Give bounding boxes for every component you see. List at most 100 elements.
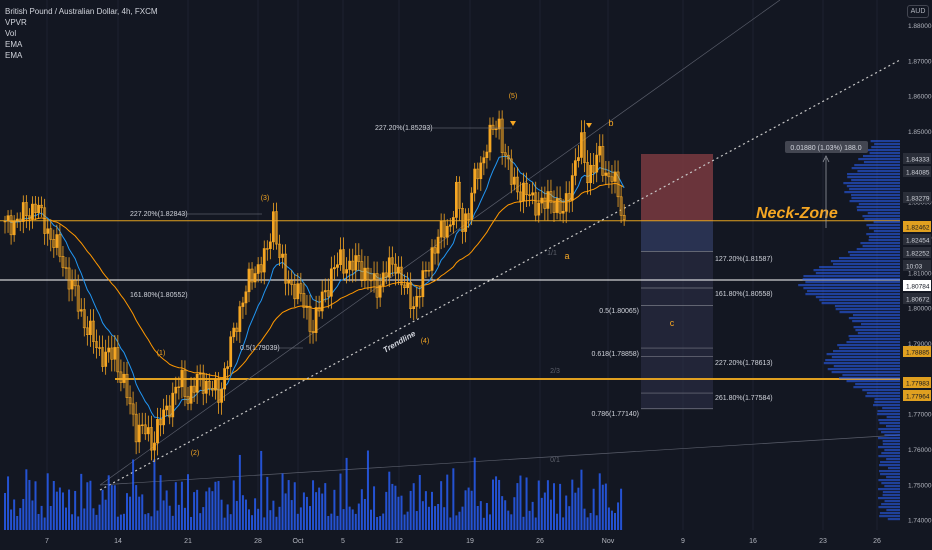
volume-bar [424, 491, 427, 530]
currency-button[interactable]: AUD [907, 5, 929, 18]
volume-profile-bar [846, 380, 900, 383]
indicator-vol[interactable]: Vol [5, 29, 17, 38]
candle-body [461, 208, 464, 232]
measure-box [785, 141, 868, 153]
price-label-badge [903, 390, 931, 401]
candle-body [271, 211, 275, 243]
candle-body [15, 218, 19, 222]
volume-bar [296, 513, 299, 530]
candle-body [79, 309, 83, 312]
volume-bar [257, 508, 260, 530]
indicator-vpvr[interactable]: VPVR [5, 18, 27, 27]
volume-bar [312, 480, 315, 530]
candle-body [143, 424, 147, 435]
volume-bar [482, 517, 485, 530]
candle-body [387, 257, 391, 278]
volume-profile-bar [830, 260, 900, 263]
candle-body [113, 347, 117, 360]
candle-body [616, 171, 620, 198]
volume-profile-bar [865, 149, 900, 152]
candle-body [217, 378, 220, 403]
volume-profile-bar [879, 512, 900, 515]
volume-profile-bar [860, 242, 900, 245]
volume-bar [138, 496, 141, 530]
volume-profile-bar [866, 392, 900, 395]
volume-bar [534, 517, 537, 530]
symbol-title[interactable]: British Pound / Australian Dollar, 4h, F… [5, 7, 158, 16]
volume-profile-bar [833, 263, 900, 266]
volume-bar [473, 457, 476, 530]
candle-body [256, 264, 260, 274]
volume-profile-bar [863, 155, 900, 158]
volume-bar [180, 481, 183, 530]
price-label-badge [903, 234, 931, 245]
indicator-ema-1[interactable]: EMA [5, 40, 23, 49]
volume-profile-bar [878, 437, 900, 440]
volume-bar [446, 474, 449, 530]
volume-bar [196, 489, 199, 530]
x-tick-label-9: Nov [602, 538, 615, 545]
candle-body [497, 118, 501, 130]
candle-body [211, 388, 214, 391]
candle-body [403, 284, 406, 289]
volume-bar [147, 513, 150, 530]
volume-bar [101, 489, 104, 530]
volume-profile-bar [879, 464, 900, 467]
volume-profile-bar [874, 143, 900, 146]
x-tick-label-11: 16 [749, 538, 757, 545]
volume-bar [363, 498, 366, 530]
volume-bar [211, 491, 214, 530]
candle-body [558, 198, 562, 214]
indicator-ema-2[interactable]: EMA [5, 51, 23, 60]
candle-body [418, 295, 422, 298]
volume-profile-bar [865, 395, 900, 398]
price-label-badge [903, 260, 931, 271]
volume-bar [199, 513, 202, 530]
candle-body [262, 248, 266, 273]
volume-bar [217, 480, 220, 530]
volume-bar [427, 506, 430, 530]
volume-bar [305, 496, 308, 530]
volume-bar [34, 481, 37, 530]
volume-profile-bar [884, 434, 900, 437]
candle-body [479, 162, 483, 180]
candle-body [278, 243, 281, 258]
volume-bar [65, 507, 67, 530]
volume-bar [19, 508, 22, 530]
candle-body [268, 241, 272, 249]
candle-body [37, 204, 40, 213]
volume-bar [122, 513, 125, 530]
ema-fast-line [4, 155, 625, 420]
volume-bar [177, 504, 180, 530]
volume-bar [598, 473, 601, 530]
volume-profile-bar [848, 251, 900, 254]
volume-profile-bar [848, 317, 900, 320]
candle-body [46, 228, 50, 234]
volume-bar [385, 491, 388, 530]
candle-body [18, 218, 22, 222]
volume-profile-bar [882, 443, 900, 446]
fib-label-right-0: 127.20%(1.81587) [715, 256, 773, 263]
volume-profile-bar [870, 140, 900, 143]
candle-body [320, 291, 324, 312]
volume-bar [156, 510, 159, 530]
candle-body [393, 263, 397, 274]
candle-body [9, 215, 13, 236]
volume-bar [254, 498, 257, 530]
volume-bar [449, 517, 452, 530]
volume-bar [61, 492, 64, 530]
candle-body [491, 124, 495, 130]
volume-bar [507, 510, 510, 530]
x-tick-label-6: 12 [395, 538, 403, 545]
volume-profile-bar [803, 287, 900, 290]
volume-bar [440, 481, 443, 530]
candle-body [424, 270, 428, 272]
price-label-badge [903, 377, 931, 388]
candle-body [522, 182, 525, 202]
candle-body [24, 202, 28, 217]
price-label-badge [903, 221, 931, 232]
volume-bar [159, 475, 162, 530]
price-label-text-2: 1.83279 [906, 196, 930, 203]
candle-body [332, 267, 336, 270]
